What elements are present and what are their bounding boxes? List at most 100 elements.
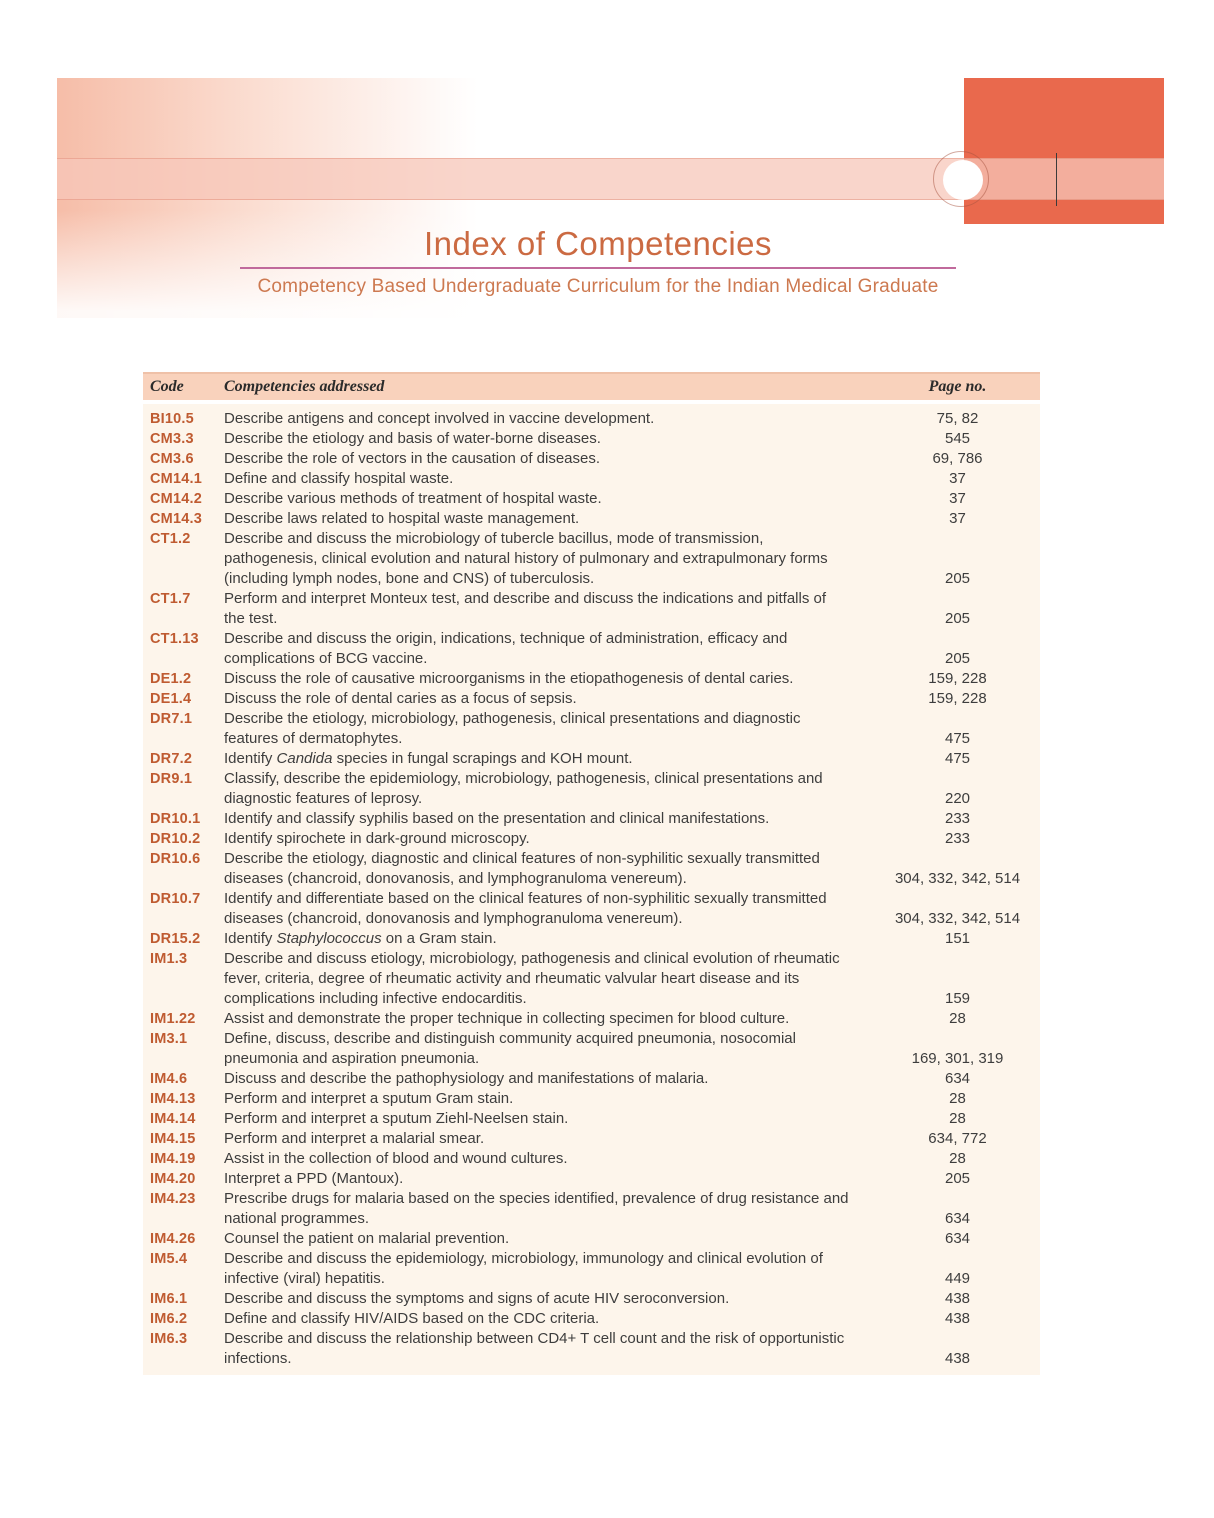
row-code: IM6.3 [150,1331,188,1347]
row-page-numbers: 233 [944,830,971,847]
row-competency: Assist and demonstrate the proper techni… [224,1010,790,1027]
row-page-numbers: 205 [944,610,971,627]
row-code: DR9.1 [150,771,193,787]
banner-circle-ornament [943,160,983,200]
row-competency: Assist in the collection of blood and wo… [224,1150,568,1167]
table-row: DR10.2 Identify spirochete in dark-groun… [143,829,1040,849]
row-page-numbers: 449 [944,1270,971,1287]
row-code: CM14.1 [150,471,202,487]
table-row: IM4.19 Assist in the collection of blood… [143,1149,1040,1169]
row-page-numbers: 159 [944,990,971,1007]
row-competency: Identify and classify syphilis based on … [224,810,770,827]
row-code: IM4.6 [150,1071,188,1087]
table-row: DR10.1 Identify and classify syphilis ba… [143,809,1040,829]
row-code: IM5.4 [150,1251,188,1267]
row-page-numbers: 545 [944,430,971,447]
row-page-numbers: 37 [949,470,966,487]
row-competency: Perform and interpret a sputum Gram stai… [224,1090,514,1107]
page-subtitle: Competency Based Undergraduate Curriculu… [257,276,939,297]
row-page-numbers: 37 [949,510,966,527]
row-code: IM1.22 [150,1011,196,1027]
table-row: IM4.15 Perform and interpret a malarial … [143,1129,1040,1149]
table-header-row: Code Competencies addressed Page no. [143,372,1040,400]
title-block: Index of Competencies Competency Based U… [228,224,968,298]
row-competency: Prescribe drugs for malaria based on the… [224,1190,849,1227]
table-row: DR10.6 Describe the etiology, diagnostic… [143,849,1040,889]
table-row: DE1.4 Discuss the role of dental caries … [143,689,1040,709]
col-header-page: Page no. [928,378,987,395]
row-competency: Describe and discuss the symptoms and si… [224,1290,730,1307]
row-competency: Interpret a PPD (Mantoux). [224,1170,404,1187]
row-page-numbers: 75, 82 [936,410,979,427]
table-body: BI10.5 Describe antigens and concept inv… [143,404,1040,1375]
row-competency: Describe the etiology, microbiology, pat… [224,710,801,747]
row-competency: Describe the etiology and basis of water… [224,430,601,447]
row-page-numbers: 438 [944,1310,971,1327]
table-row: CT1.2 Describe and discuss the microbiol… [143,529,1040,589]
row-page-numbers: 28 [949,1010,966,1027]
row-page-numbers: 438 [944,1290,971,1307]
row-competency: Describe and discuss the epidemiology, m… [224,1250,823,1287]
row-competency: Discuss and describe the pathophysiology… [224,1070,709,1087]
table-row: IM4.13 Perform and interpret a sputum Gr… [143,1089,1040,1109]
table-row: IM4.23 Prescribe drugs for malaria based… [143,1189,1040,1229]
col-header-competencies: Competencies addressed [224,378,385,395]
row-code: IM4.26 [150,1231,196,1247]
row-code: CT1.2 [150,531,191,547]
table-row: IM6.3 Describe and discuss the relations… [143,1329,1040,1369]
row-competency: Classify, describe the epidemiology, mic… [224,770,823,807]
banner-ring-ornament [933,151,989,207]
row-page-numbers: 205 [944,1170,971,1187]
row-code: DE1.2 [150,671,192,687]
row-competency: Describe antigens and concept involved i… [224,410,655,427]
row-page-numbers: 634 [944,1210,971,1227]
row-competency: Define and classify hospital waste. [224,470,454,487]
row-competency: Discuss the role of causative microorgan… [224,670,794,687]
row-competency: Define, discuss, describe and distinguis… [224,1030,796,1067]
row-page-numbers: 304, 332, 342, 514 [894,910,1021,927]
row-code: DR10.1 [150,811,201,827]
banner-tick-line [1056,153,1057,206]
row-code: DR7.2 [150,751,193,767]
table-row: IM1.22 Assist and demonstrate the proper… [143,1009,1040,1029]
row-competency: Identify and differentiate based on the … [224,890,827,927]
row-page-numbers: 151 [944,930,971,947]
table-row: DR10.7 Identify and differentiate based … [143,889,1040,929]
banner-accent-block [964,78,1164,224]
row-competency: Describe the role of vectors in the caus… [224,450,601,467]
row-code: DR10.7 [150,891,201,907]
header-banner [57,78,1164,318]
row-code: IM6.1 [150,1291,188,1307]
row-code: IM4.23 [150,1191,196,1207]
row-page-numbers: 220 [944,790,971,807]
table-row: IM4.26 Counsel the patient on malarial p… [143,1229,1040,1249]
row-code: BI10.5 [150,411,194,427]
row-page-numbers: 159, 228 [928,690,987,707]
row-competency: Describe the etiology, diagnostic and cl… [224,850,820,887]
row-code: IM6.2 [150,1311,188,1327]
row-code: CM3.3 [150,431,194,447]
table-row: IM4.14 Perform and interpret a sputum Zi… [143,1109,1040,1129]
table-row: CT1.7 Perform and interpret Monteux test… [143,589,1040,629]
table-row: CM14.1 Define and classify hospital wast… [143,469,1040,489]
row-competency: Identify spirochete in dark-ground micro… [224,830,530,847]
row-code: CT1.13 [150,631,199,647]
row-competency: Perform and interpret Monteux test, and … [224,590,826,627]
row-page-numbers: 475 [944,750,971,767]
table-row: IM3.1 Define, discuss, describe and dist… [143,1029,1040,1069]
banner-band [57,158,1164,200]
title-underline [240,267,956,269]
row-page-numbers: 69, 786 [932,450,983,467]
row-page-numbers: 28 [949,1150,966,1167]
table-row: DR7.1 Describe the etiology, microbiolog… [143,709,1040,749]
row-code: IM4.20 [150,1171,196,1187]
page-title: Index of Competencies [423,225,773,262]
table-row: IM6.2 Define and classify HIV/AIDS based… [143,1309,1040,1329]
row-competency: Describe laws related to hospital waste … [224,510,580,527]
table-row: CM14.3 Describe laws related to hospital… [143,509,1040,529]
row-page-numbers: 634 [944,1070,971,1087]
row-competency: Define and classify HIV/AIDS based on th… [224,1310,600,1327]
row-page-numbers: 28 [949,1110,966,1127]
competency-table: Code Competencies addressed Page no. BI1… [143,372,1040,1375]
table-row: DR7.2 Identify Candida species in fungal… [143,749,1040,769]
